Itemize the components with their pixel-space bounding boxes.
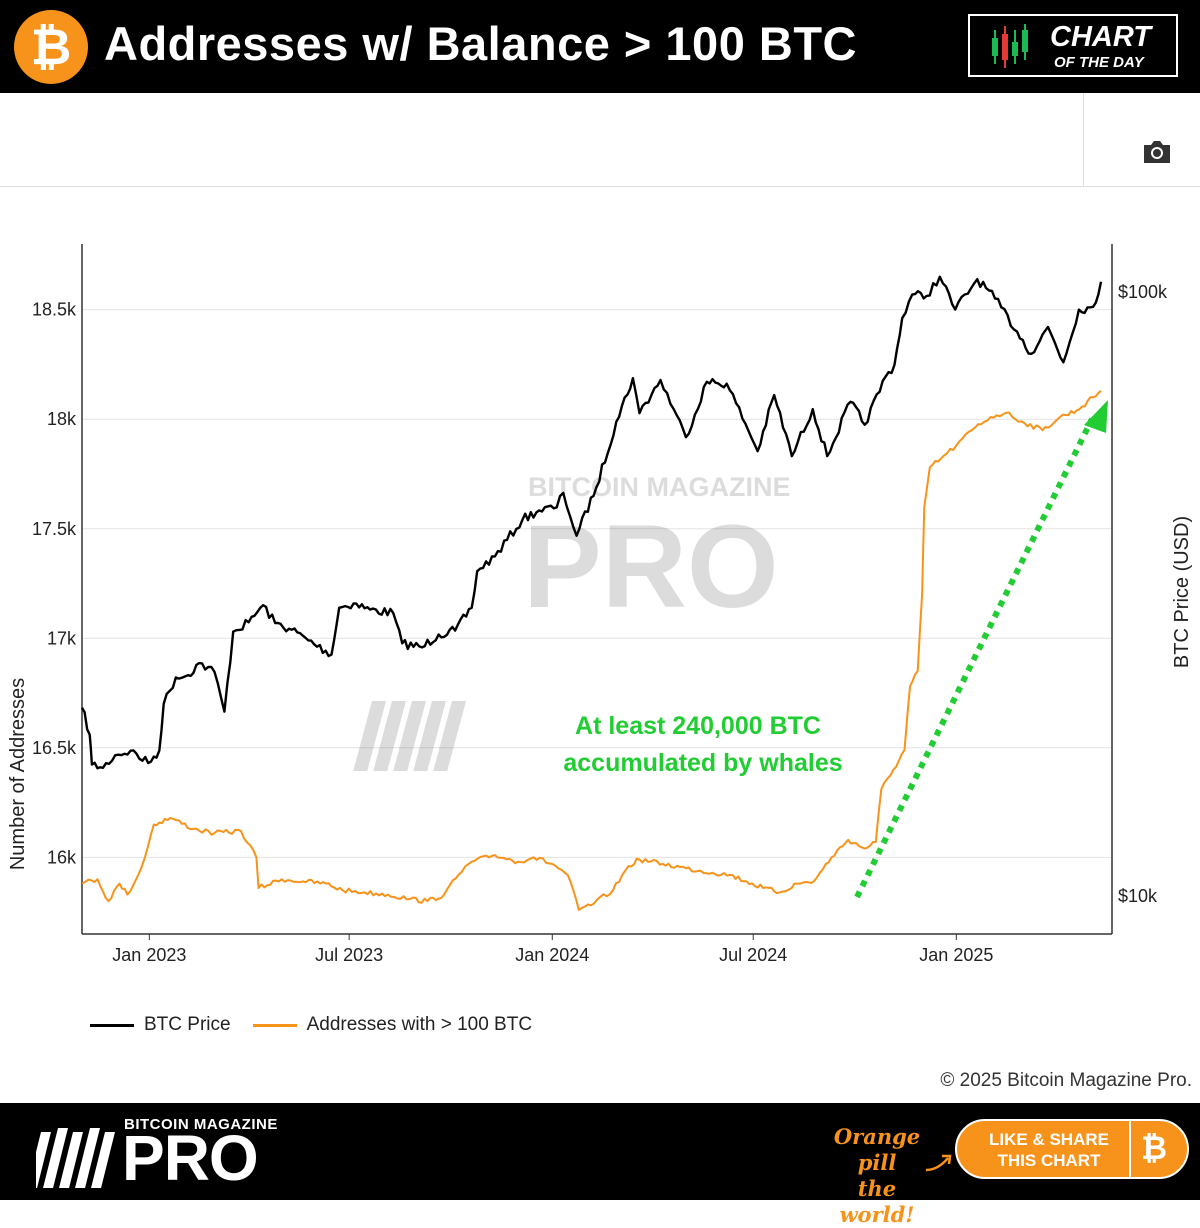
axes: 16k 16.5k 17k 17.5k 18k 18.5k $10k $100k Jan 202… [32,244,1168,965]
legend: BTC Price Addresses with > 100 BTC [90,1014,554,1036]
y-left-tick-label: 16.5k [32,738,77,758]
x-tick-label: Jan 2023 [112,945,186,965]
watermark-line2: PRO [523,501,779,633]
x-tick-label: Jul 2023 [315,945,383,965]
annotation-arrow-line [854,417,1095,899]
series-line-btc-price [80,275,1103,770]
toolbar-divider [1083,93,1084,186]
y-left-tick-label: 17.5k [32,519,77,539]
annotation-arrowhead [1084,400,1108,433]
share-bitcoin-icon: ₿ [1141,1129,1168,1167]
badge-line2: OF THE DAY [1054,54,1144,71]
share-button-label: LIKE & SHARE THIS CHART [979,1129,1119,1171]
page-title: Addresses w/ Balance > 100 BTC [104,17,857,70]
camera-icon[interactable] [1141,138,1173,166]
legend-item-addresses[interactable]: Addresses with > 100 BTC [252,1014,533,1036]
x-tick-label: Jan 2025 [919,945,993,965]
legend-swatch-addresses [252,1023,297,1027]
annotation: At least 240,000 BTC accumulated by whale… [563,400,1108,899]
y-axis-right-label: BTC Price (USD) [1171,516,1193,668]
chart-of-the-day-badge: CHART OF THE DAY [968,14,1178,77]
like-share-button[interactable]: LIKE & SHARE THIS CHART ₿ [955,1119,1189,1179]
share-line1: LIKE & SHARE [989,1130,1109,1149]
series-line-addresses [81,390,1102,911]
header-bar: ₿ Addresses w/ Balance > 100 BTC CHART O… [0,0,1200,93]
chart-area: BITCOIN MAGAZINE PRO 16k 16.5k 17k 17.5k 18k… [7,244,1193,965]
footer-brand-pro: PRO [122,1122,259,1194]
watermark-line1: BITCOIN MAGAZINE [528,472,791,502]
y-left-tick-label: 18.5k [32,300,77,320]
series-lines [80,275,1103,911]
y-left-tick-label: 16k [47,847,77,867]
slogan-line1: Orange pill [833,1124,921,1175]
annotation-line2: accumulated by whales [563,749,842,777]
y-left-tick-label: 17k [47,628,77,648]
annotation-line1: At least 240,000 BTC [575,712,821,740]
watermark: BITCOIN MAGAZINE PRO [353,472,791,771]
bitcoin-logo-icon: ₿ [14,10,88,84]
footer-brand-small: BITCOIN MAGAZINE [124,1116,278,1133]
x-tick-label: Jan 2024 [515,945,589,965]
y-right-tick-label: $10k [1118,886,1158,906]
legend-label-addresses: Addresses with > 100 BTC [306,1014,533,1035]
grid [82,309,1112,858]
y-left-tick-label: 18k [47,409,77,429]
badge-line1: CHART [1050,21,1151,53]
y-axis-left-label: Number of Addresses [7,678,29,870]
chart-toolbar [0,93,1200,187]
arrow-icon [925,1154,952,1172]
legend-label-btc-price: BTC Price [144,1014,231,1035]
footer-slogan: Orange pill the world! [822,1124,932,1228]
legend-item-btc-price[interactable]: BTC Price [90,1014,231,1036]
slogan-line2: the world! [839,1176,915,1227]
candlestick-icon [992,24,1028,68]
share-line2: THIS CHART [997,1151,1101,1170]
share-button-divider [1129,1121,1131,1177]
copyright-text: © 2025 Bitcoin Magazine Pro. [940,1070,1192,1091]
y-right-tick-label: $100k [1118,282,1168,302]
legend-swatch-btc-price [90,1023,134,1027]
bitcoin-magazine-logo-icon [36,1128,116,1188]
x-tick-label: Jul 2024 [719,945,787,965]
